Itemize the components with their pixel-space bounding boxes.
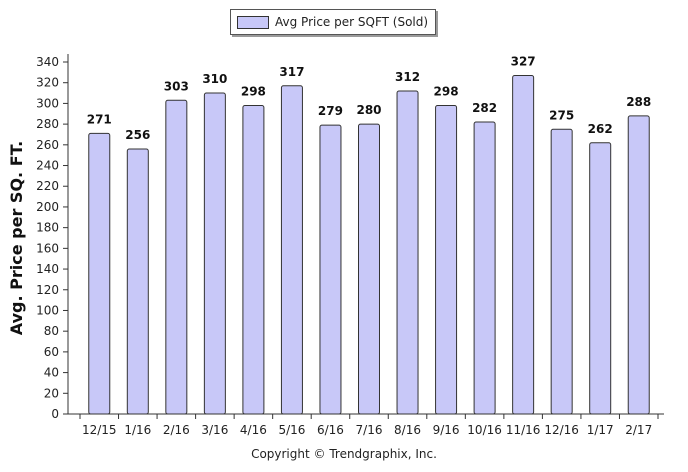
legend-swatch (237, 16, 269, 29)
bar (396, 90, 419, 415)
y-tick-label: 140 (36, 262, 59, 276)
x-tick-label: 10/16 (467, 423, 502, 437)
y-tick-label: 120 (36, 283, 59, 297)
bar (627, 115, 650, 415)
y-tick-label: 320 (36, 76, 59, 90)
data-label: 298 (434, 84, 459, 98)
y-tick-label: 220 (36, 179, 59, 193)
y-tick-label: 280 (36, 117, 59, 131)
data-label: 262 (588, 122, 613, 136)
y-tick-label: 60 (44, 345, 59, 359)
data-label: 279 (318, 104, 343, 118)
x-tick-label: 5/16 (278, 423, 305, 437)
bar (126, 148, 149, 415)
data-label: 303 (164, 79, 189, 93)
legend-label: Avg Price per SQFT (Sold) (275, 15, 429, 29)
y-tick-label: 0 (51, 407, 59, 421)
data-label: 317 (279, 65, 304, 79)
x-tick-label: 11/16 (506, 423, 541, 437)
data-label: 282 (472, 101, 497, 115)
y-tick-label: 200 (36, 200, 59, 214)
y-tick-label: 100 (36, 303, 59, 317)
x-tick-label: 2/17 (625, 423, 652, 437)
x-tick-label: 12/15 (82, 423, 117, 437)
x-tick-label: 1/17 (587, 423, 614, 437)
data-label: 312 (395, 70, 420, 84)
x-tick-label: 9/16 (433, 423, 460, 437)
data-label: 298 (241, 84, 266, 98)
x-tick-label: 7/16 (356, 423, 383, 437)
y-tick-label: 300 (36, 96, 59, 110)
bar (589, 142, 612, 415)
y-tick-label: 340 (36, 55, 59, 69)
data-label: 288 (626, 95, 651, 109)
bar (203, 92, 226, 415)
copyright-text: Copyright © Trendgraphix, Inc. (251, 447, 437, 461)
bar (473, 121, 496, 415)
y-tick-label: 40 (44, 366, 59, 380)
bar (319, 124, 342, 415)
bar (358, 123, 380, 415)
y-tick-label: 80 (44, 324, 59, 338)
data-label: 327 (511, 54, 536, 68)
y-axis-title: Avg. Price per SQ. FT. (7, 141, 26, 335)
data-label: 280 (356, 103, 381, 117)
data-label: 271 (87, 112, 112, 126)
y-tick-label: 260 (36, 138, 59, 152)
x-tick-label: 4/16 (240, 423, 267, 437)
data-label: 256 (125, 128, 150, 142)
y-tick-label: 240 (36, 159, 59, 173)
data-label: 275 (549, 108, 574, 122)
y-tick-label: 160 (36, 241, 59, 255)
bar (512, 74, 535, 415)
y-tick-label: 180 (36, 221, 59, 235)
bar (435, 104, 458, 415)
bar (88, 132, 111, 415)
x-tick-label: 8/16 (394, 423, 421, 437)
x-tick-label: 6/16 (317, 423, 344, 437)
x-tick-label: 3/16 (201, 423, 228, 437)
data-label: 310 (202, 72, 227, 86)
x-tick-label: 12/16 (544, 423, 579, 437)
x-tick-label: 2/16 (163, 423, 190, 437)
bar (242, 104, 265, 415)
bar (550, 128, 573, 415)
bar (280, 85, 303, 415)
y-tick-label: 20 (44, 386, 59, 400)
x-tick-label: 1/16 (124, 423, 151, 437)
bar (165, 99, 188, 415)
chart-legend: Avg Price per SQFT (Sold) (230, 9, 436, 35)
